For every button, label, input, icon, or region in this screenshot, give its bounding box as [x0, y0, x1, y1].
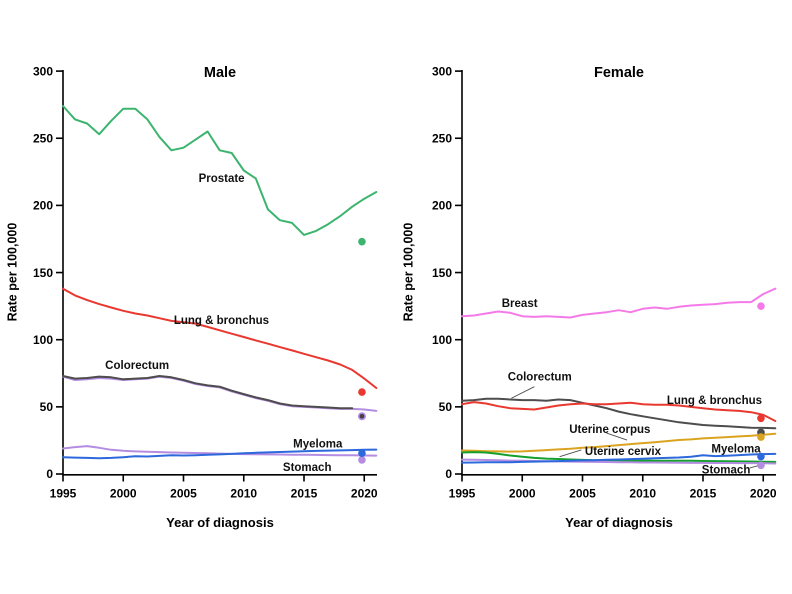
y-tick-label: 0 — [445, 467, 452, 481]
colorectum-label: Colorectum — [508, 372, 572, 384]
y-tick-label: 150 — [33, 266, 53, 280]
uterine-cervix-label-leader — [559, 449, 582, 458]
uterine-corpus-line — [461, 432, 777, 453]
y-axis-label: Rate per 100,000 — [402, 223, 416, 322]
y-tick-label: 50 — [40, 400, 54, 414]
lung-bronchus-2020-dot — [358, 388, 366, 396]
colorectum-2020-dot — [359, 413, 365, 419]
x-tick-label: 2010 — [629, 487, 656, 501]
prostate-line — [62, 105, 378, 236]
y-tick-label: 250 — [432, 131, 452, 145]
myeloma-line — [62, 448, 378, 460]
stomach-line — [461, 458, 777, 465]
y-tick-label: 50 — [439, 400, 453, 414]
y-tick-label: 300 — [33, 64, 53, 78]
colorectum-line — [461, 397, 777, 430]
y-tick-label: 300 — [432, 64, 452, 78]
y-tick-label: 250 — [33, 131, 53, 145]
y-tick-label: 100 — [33, 333, 53, 347]
myeloma-line — [461, 452, 777, 464]
uterine-corpus-label-leader — [606, 432, 628, 441]
uterine-cervix-label: Uterine cervix — [585, 446, 662, 458]
colorectum-label: Colorectum — [105, 360, 169, 372]
female-chart: 0 50 100 150 200 250 300 1995 2000 2005 2010 2015 20… — [402, 64, 777, 530]
y-axis-label: Rate per 100,000 — [6, 223, 20, 322]
x-tick-label: 2000 — [509, 487, 536, 501]
colorectum-label-leader — [511, 386, 535, 399]
lung-bronchus-line — [62, 287, 378, 389]
lung-bronchus-label: Lung & bronchus — [667, 395, 762, 407]
unlabeled-lavender-line — [62, 375, 378, 412]
colorectum-line — [62, 375, 354, 410]
axes — [62, 70, 377, 476]
lung-bronchus-line — [461, 401, 777, 422]
myeloma-label: Myeloma — [711, 443, 761, 455]
axes — [461, 70, 776, 476]
prostate-2020-dot — [358, 237, 366, 246]
x-tick-label: 2010 — [230, 487, 257, 501]
x-tick-label: 2020 — [351, 487, 378, 501]
breast-label: Breast — [502, 298, 538, 310]
x-tick-label: 2015 — [291, 487, 318, 501]
lung-bronchus-2020-dot — [757, 414, 765, 423]
myeloma-2020-dot — [757, 452, 765, 461]
stomach-label-leader — [749, 465, 759, 469]
y-tick-label: 200 — [33, 199, 53, 213]
y-tick-label: 200 — [432, 199, 452, 213]
uterine-corpus-2020-dot — [757, 433, 765, 441]
stomach-label: Stomach — [702, 464, 751, 476]
chart-title: Male — [204, 65, 236, 81]
x-tick-label: 2005 — [170, 487, 197, 501]
y-tick-label: 0 — [46, 467, 53, 481]
myeloma-2020-dot — [358, 449, 366, 457]
myeloma-label: Myeloma — [293, 439, 343, 451]
x-tick-label: 2015 — [690, 487, 717, 501]
uterine-corpus-label: Uterine corpus — [569, 424, 650, 436]
x-axis-label: Year of diagnosis — [166, 515, 274, 530]
stomach-2020-dot — [757, 461, 765, 470]
y-tick-label: 150 — [432, 266, 452, 280]
x-tick-label: 1995 — [50, 487, 77, 501]
x-axis-label: Year of diagnosis — [565, 515, 673, 530]
x-tick-label: 1995 — [449, 487, 476, 501]
x-tick-label: 2005 — [569, 487, 596, 501]
breast-2020-dot — [757, 302, 765, 310]
breast-line — [461, 287, 777, 319]
stomach-label: Stomach — [283, 462, 332, 474]
lung-bronchus-label: Lung & bronchus — [174, 315, 269, 327]
x-tick-label: 2020 — [750, 487, 777, 501]
y-tick-label: 100 — [432, 333, 452, 347]
x-tick-label: 2000 — [110, 487, 137, 501]
male-chart: 0 50 100 150 200 250 300 1995 2000 2005 2010 2015 20… — [6, 64, 378, 530]
stomach-2020-dot — [358, 456, 366, 464]
chart-title: Female — [594, 65, 644, 81]
prostate-label: Prostate — [199, 173, 245, 185]
